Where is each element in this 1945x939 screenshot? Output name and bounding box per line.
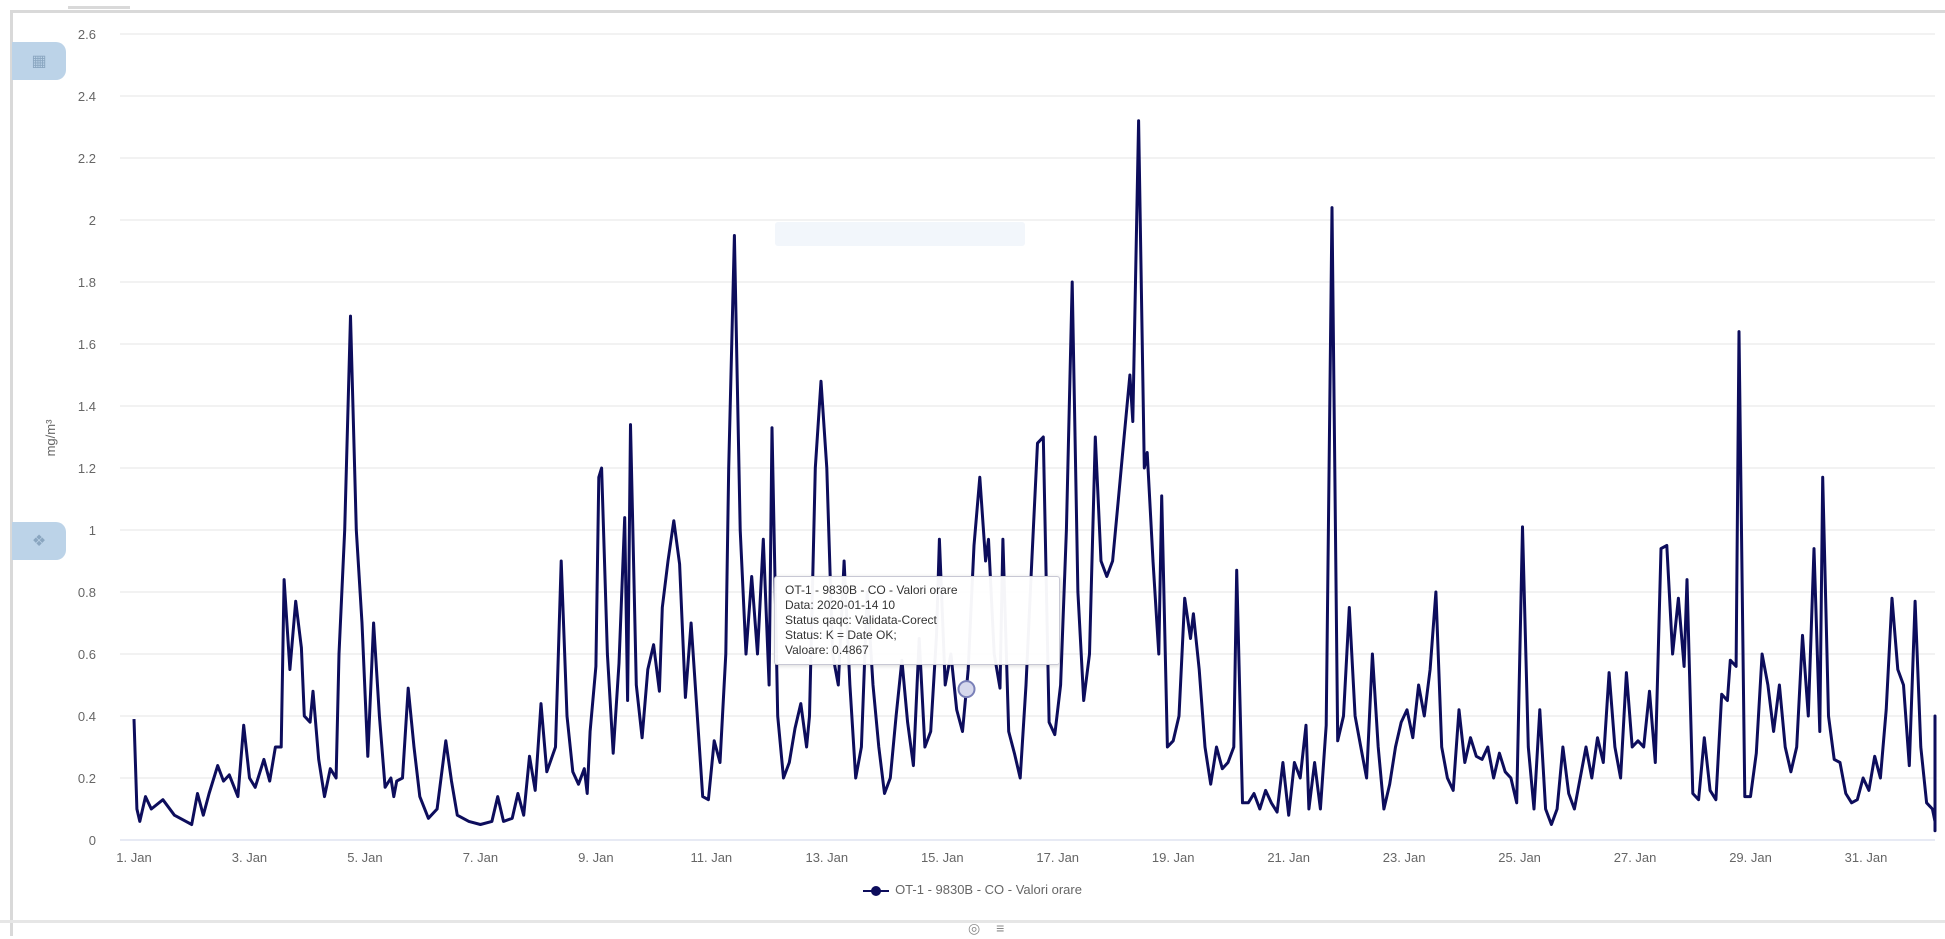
x-tick-label: 3. Jan — [232, 850, 267, 865]
calculator-icon[interactable]: ▦ — [12, 42, 66, 80]
x-tick-label: 25. Jan — [1498, 850, 1541, 865]
series-line-co — [132, 119, 1937, 833]
y-tick-label: 0.6 — [78, 647, 96, 662]
x-tick-label: 31. Jan — [1845, 850, 1888, 865]
menu-icon[interactable]: ≡ — [996, 920, 1005, 936]
x-axis-ticks: 1. Jan 3. Jan 5. Jan 7. Jan 9. Jan 11. Jan 13.… — [116, 850, 1887, 865]
y-tick-label: 2.2 — [78, 151, 96, 166]
y-tick-label: 1 — [89, 523, 96, 538]
y-tick-label: 1.2 — [78, 461, 96, 476]
chart-frame — [10, 10, 1945, 936]
y-tick-label: 2.6 — [78, 27, 96, 42]
y-tick-label: 0 — [89, 833, 96, 848]
x-tick-label: 23. Jan — [1383, 850, 1426, 865]
target-icon[interactable]: ◎ — [968, 920, 981, 936]
x-tick-label: 5. Jan — [347, 850, 382, 865]
legend[interactable]: OT-1 - 9830B - CO - Valori orare — [0, 882, 1945, 897]
x-tick-label: 15. Jan — [921, 850, 964, 865]
tooltip: OT-1 - 9830B - CO - Valori orare Data: 2… — [774, 576, 1060, 665]
x-tick-label: 11. Jan — [690, 850, 732, 865]
y-tick-label: 2.4 — [78, 89, 96, 104]
x-tick-label: 13. Jan — [805, 850, 848, 865]
tooltip-status: Status: K = Date OK; — [785, 628, 897, 642]
y-tick-label: 1.8 — [78, 275, 96, 290]
y-tick-label: 0.2 — [78, 771, 96, 786]
hidden-label-box — [775, 222, 1025, 246]
x-tick-label: 19. Jan — [1152, 850, 1195, 865]
y-tick-label: 0.4 — [78, 709, 96, 724]
tooltip-value: Valoare: 0.4867 — [785, 643, 869, 657]
tooltip-status-qaqc: Status qaqc: Validata-Corect — [785, 613, 937, 627]
bottom-bar — [0, 920, 1945, 939]
y-axis-ticks: 0 0.2 0.4 0.6 0.8 1 1.2 1.4 1.6 1.8 2 2.2 2.4 2.6 — [78, 27, 96, 848]
x-tick-label: 27. Jan — [1614, 850, 1657, 865]
grid-lines — [120, 33, 1935, 841]
frame-tab — [68, 6, 130, 15]
hover-point[interactable] — [957, 680, 976, 699]
y-tick-label: 1.4 — [78, 399, 96, 414]
legend-marker — [863, 885, 890, 896]
x-tick-label: 1. Jan — [116, 850, 151, 865]
x-tick-label: 29. Jan — [1729, 850, 1772, 865]
x-tick-label: 7. Jan — [463, 850, 498, 865]
y-tick-label: 2 — [89, 213, 96, 228]
bottom-icons: ◎ ≡ — [968, 920, 1004, 937]
x-tick-label: 21. Jan — [1267, 850, 1310, 865]
y-tick-label: 1.6 — [78, 337, 96, 352]
tooltip-title: OT-1 - 9830B - CO - Valori orare — [785, 583, 958, 597]
tooltip-date: Data: 2020-01-14 10 — [785, 598, 896, 612]
y-axis-label: mg/m³ — [43, 419, 58, 457]
x-tick-label: 9. Jan — [578, 850, 613, 865]
legend-label: OT-1 - 9830B - CO - Valori orare — [895, 882, 1082, 897]
hierarchy-icon[interactable]: ❖ — [12, 522, 66, 560]
x-tick-label: 17. Jan — [1036, 850, 1079, 865]
y-tick-label: 0.8 — [78, 585, 96, 600]
